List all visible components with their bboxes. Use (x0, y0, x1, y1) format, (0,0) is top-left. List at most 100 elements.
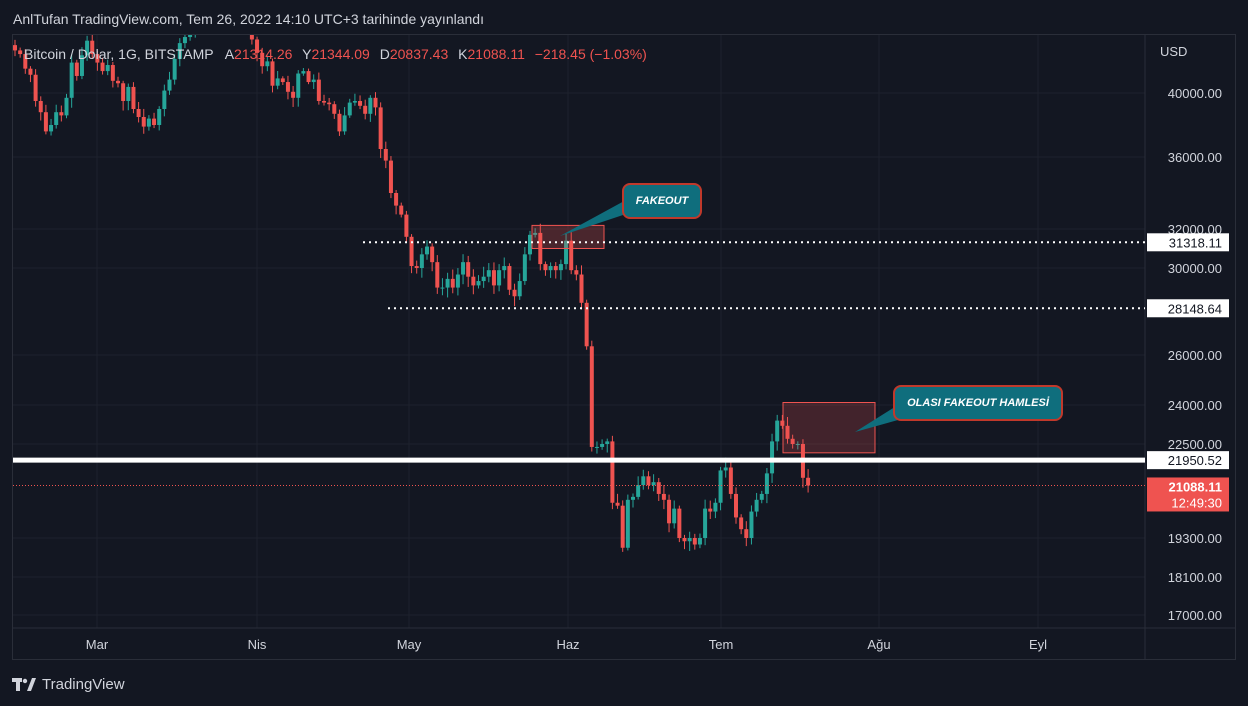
candle-body (610, 441, 615, 503)
y-tick-label: 19300.00 (1168, 531, 1222, 546)
candle-body (394, 193, 399, 206)
x-tick-label: Eyl (1029, 637, 1047, 652)
candle-body (404, 214, 409, 237)
candle-body (342, 115, 347, 132)
candle-body (605, 441, 610, 444)
candle-body (121, 83, 126, 101)
candle-body (754, 499, 759, 512)
candle-body (182, 37, 187, 44)
candle-body (116, 80, 120, 84)
candle-body (311, 79, 316, 83)
candle-body (332, 104, 337, 114)
candle-body (141, 117, 146, 127)
candle-body (466, 262, 471, 277)
possible-fakeout-zone-box (782, 402, 876, 454)
candle-body (28, 68, 33, 75)
y-tick-label: 17000.00 (1168, 608, 1222, 623)
candle-body (13, 45, 17, 51)
candle-body (708, 508, 713, 512)
price-label-text: 28148.64 (1168, 301, 1222, 316)
x-tick-label: Ağu (867, 637, 890, 652)
candle-body (806, 477, 811, 486)
candle-body (517, 281, 522, 297)
price-label-box (1147, 233, 1229, 252)
candle-body (110, 65, 115, 81)
x-tick-label: Nis (248, 637, 267, 652)
candle-body (548, 266, 553, 271)
candle-body (347, 102, 352, 116)
candle-body (419, 254, 424, 268)
candle-body (739, 517, 744, 530)
candle-body (677, 508, 682, 538)
open-value: 21314.26 (234, 46, 293, 62)
low-value: 20837.43 (389, 46, 449, 62)
low-key: D (379, 46, 390, 62)
candle-body (79, 55, 84, 76)
candle-body (275, 78, 280, 86)
change-value: −218.45 (−1.03%) (534, 46, 647, 62)
candle-body (260, 52, 265, 67)
candle-body (167, 79, 172, 91)
y-tick-label: 22500.00 (1168, 437, 1222, 452)
candle-body (491, 270, 496, 286)
candle-body (656, 482, 661, 494)
candle-body (358, 101, 363, 106)
y-tick-label: 24000.00 (1168, 398, 1222, 413)
candle-body (749, 511, 754, 538)
candle-body (770, 441, 775, 474)
tradingview-logo-icon (12, 677, 36, 692)
price-label-text: 21950.52 (1168, 453, 1222, 468)
candle-body (322, 101, 326, 103)
candle-body (692, 538, 697, 545)
candle-body (409, 236, 414, 267)
candle-body (734, 493, 738, 518)
candle-body (291, 91, 296, 98)
x-tick-label: Tem (709, 637, 734, 652)
candle-body (337, 113, 342, 132)
candle-body (59, 112, 64, 116)
candle-body (795, 444, 800, 445)
candle-body (209, 7, 213, 16)
candle-body (204, 7, 208, 11)
candle-body (69, 62, 74, 98)
candle-body (188, 35, 193, 38)
candle-body (33, 74, 38, 101)
candle-body (486, 270, 491, 277)
candle-body (594, 446, 599, 448)
y-tick-label: 32000.00 (1168, 222, 1222, 237)
candle-body (687, 538, 692, 542)
candle-body (600, 444, 605, 447)
candle-body (270, 61, 275, 86)
candle-body (764, 473, 769, 494)
candle-body (641, 476, 646, 486)
candle-body (785, 425, 790, 439)
price-label-box (1147, 451, 1229, 470)
price-label-text: 31318.11 (1169, 235, 1222, 250)
candle-body (507, 266, 512, 290)
candle-body (54, 112, 59, 125)
y-tick-label: 36000.00 (1168, 150, 1222, 165)
candle-body (533, 232, 538, 235)
symbol-label[interactable]: Bitcoin / Dolar, 1G, BITSTAMP (24, 46, 214, 62)
candle-body (636, 485, 641, 497)
candle-body (775, 420, 780, 442)
candle-body (512, 289, 517, 297)
last-price-text: 21088.11 (1168, 479, 1222, 494)
footer-brand[interactable]: TradingView (12, 676, 125, 693)
candle-body (502, 266, 507, 271)
candle-body (579, 274, 584, 303)
candle-body (388, 160, 393, 193)
candle-body (430, 246, 435, 263)
candle-body (718, 470, 723, 503)
close-key: K (458, 46, 468, 62)
chart-frame (12, 34, 1236, 660)
candle-body (631, 496, 635, 500)
candle-body (280, 78, 285, 83)
candle-body (728, 467, 733, 494)
y-tick-label: 40000.00 (1168, 86, 1222, 101)
currency-label: USD (1160, 44, 1188, 59)
candle-body (651, 482, 656, 486)
candle-body (85, 40, 90, 56)
candle-body (543, 264, 548, 271)
